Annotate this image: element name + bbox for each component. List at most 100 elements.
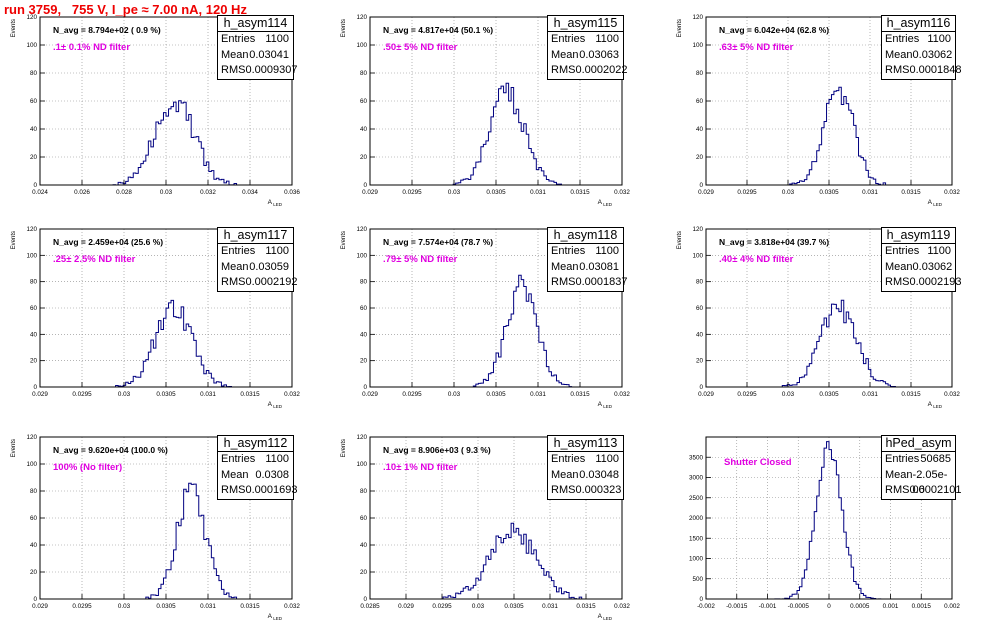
x-tick-label: 0.029 (362, 391, 378, 398)
y-tick-label: 60 (696, 305, 704, 312)
filter-label: .25± 2.5% ND filter (53, 254, 136, 265)
stats-value: 0.03062 (912, 48, 953, 61)
stats-label: Entries (551, 453, 586, 465)
x-tick-label: 0.03 (782, 189, 795, 196)
run-title: run 3759, 755 V, I_pe ≈ 7.00 nA, 120 Hz (4, 2, 247, 17)
stats-value: 0.0308 (255, 468, 289, 481)
x-tick-label: 0.032 (614, 391, 630, 398)
y-axis-label: Events (341, 231, 347, 249)
stats-row-entries: Entries 1100 (548, 32, 623, 48)
stats-row-entries: Entries 1100 (218, 244, 293, 260)
y-tick-label: 40 (360, 542, 368, 549)
y-axis-label: Events (341, 19, 347, 37)
histogram-series-h_asym113 (370, 522, 622, 600)
stats-row-mean: Mean 0.0308 (218, 468, 293, 484)
stats-label: Entries (885, 33, 920, 45)
stats-box-h_asym115: h_asym115 Entries 1100 Mean 0.03063 RMS 0.0002… (547, 15, 628, 80)
x-tick-label: 0 (827, 603, 831, 610)
stats-value: 1100 (265, 245, 289, 257)
stats-value: 50685 (920, 453, 951, 465)
stats-value: 0.0001848 (909, 64, 962, 76)
stats-label: Mean (885, 48, 913, 61)
x-axis-label: A LED (268, 401, 283, 409)
stats-row-entries: Entries 1100 (882, 244, 955, 260)
y-tick-label: 3000 (689, 475, 704, 482)
x-tick-label: 0.0315 (570, 391, 590, 398)
y-tick-label: 120 (356, 226, 367, 233)
stats-row-mean: Mean -2.05e-06 (882, 468, 955, 497)
y-tick-label: 60 (30, 305, 38, 312)
stats-value: 0.03062 (912, 260, 953, 273)
stats-label: Entries (221, 453, 256, 465)
x-tick-label: 0.032 (284, 391, 300, 398)
y-tick-label: 0 (33, 384, 37, 391)
stats-box-hPed_asym: hPed_asym Entries 50685 Mean -2.05e-06 RMS 0.0… (881, 435, 961, 500)
stats-row-rms: RMS 0.0001848 (882, 63, 961, 79)
y-tick-label: 20 (30, 569, 38, 576)
x-tick-label: 0.0295 (72, 391, 92, 398)
histogram-name: h_asym112 (218, 436, 293, 452)
stats-box-h_asym114: h_asym114 Entries 1100 Mean 0.03041 RMS 0.0009… (217, 15, 297, 80)
stats-row-mean: Mean 0.03063 (548, 48, 623, 64)
stats-label: RMS (551, 64, 576, 76)
y-tick-label: 20 (360, 154, 368, 161)
x-tick-label: 0.031 (200, 391, 216, 398)
x-tick-label: 0.03 (118, 391, 131, 398)
y-tick-label: 0 (699, 182, 703, 189)
x-tick-label: 0.032 (944, 189, 960, 196)
stats-row-mean: Mean 0.03059 (218, 260, 293, 276)
x-tick-label: 0.0305 (486, 189, 506, 196)
y-tick-label: 1000 (689, 556, 704, 563)
y-tick-label: 0 (699, 596, 703, 603)
y-tick-label: 500 (692, 576, 703, 583)
stats-row-entries: Entries 1100 (218, 32, 293, 48)
x-tick-label: 0.0315 (576, 603, 596, 610)
y-axis-label: Events (677, 19, 683, 37)
stats-label: RMS (221, 64, 246, 76)
x-tick-label: 0.032 (284, 603, 300, 610)
y-tick-label: 20 (696, 358, 704, 365)
histogram-pad-hPed_asym: -0.002 -0.0015 -0.001 -0.0005 0 0.0005 0.001 0.… (689, 436, 960, 610)
stats-label: RMS (885, 484, 910, 496)
y-tick-label: 60 (30, 98, 38, 105)
y-tick-label: 40 (360, 126, 368, 133)
x-axis-label: A LED (268, 613, 283, 621)
x-tick-label: 0.0305 (156, 603, 176, 610)
stats-row-rms: RMS 0.000323 (548, 483, 623, 499)
histogram-name: h_asym117 (218, 228, 293, 244)
histogram-series-h_asym114 (40, 100, 292, 186)
filter-label: .79± 5% ND filter (383, 254, 458, 265)
y-tick-label: 20 (360, 358, 368, 365)
x-axis-label: A LED (928, 199, 943, 207)
x-tick-label: 0.002 (944, 603, 960, 610)
x-tick-label: 0.0315 (570, 189, 590, 196)
x-tick-label: 0.0315 (901, 391, 921, 398)
x-tick-label: 0.032 (614, 603, 630, 610)
stats-row-mean: Mean 0.03081 (548, 260, 623, 276)
x-tick-label: 0.024 (32, 189, 48, 196)
stats-row-rms: RMS 0.0002193 (882, 275, 961, 291)
y-tick-label: 80 (30, 488, 38, 495)
histogram-name: h_asym114 (218, 16, 293, 32)
stats-box-h_asym119: h_asym119 Entries 1100 Mean 0.03062 RMS 0.0002… (881, 227, 961, 292)
x-tick-label: -0.001 (759, 603, 777, 610)
filter-label: .10± 1% ND filter (383, 462, 458, 473)
x-tick-label: 0.0295 (432, 603, 452, 610)
stats-label: RMS (551, 484, 576, 496)
y-tick-label: 120 (26, 14, 37, 21)
stats-value: 1100 (595, 453, 619, 465)
x-tick-label: 0.034 (242, 189, 258, 196)
stats-value: 0.03081 (579, 260, 619, 273)
x-tick-label: 0.0295 (72, 603, 92, 610)
y-tick-label: 40 (30, 331, 38, 338)
stats-value: 0.0002022 (575, 64, 628, 76)
stats-value: 0.000323 (575, 484, 622, 496)
y-tick-label: 100 (356, 42, 367, 49)
y-tick-label: 0 (699, 384, 703, 391)
y-tick-label: 120 (692, 226, 703, 233)
stats-value: 1100 (927, 33, 951, 45)
y-tick-label: 100 (692, 42, 703, 49)
filter-label: .1± 0.1% ND filter (53, 42, 131, 53)
x-tick-label: -0.0015 (726, 603, 748, 610)
y-tick-label: 3500 (689, 454, 704, 461)
